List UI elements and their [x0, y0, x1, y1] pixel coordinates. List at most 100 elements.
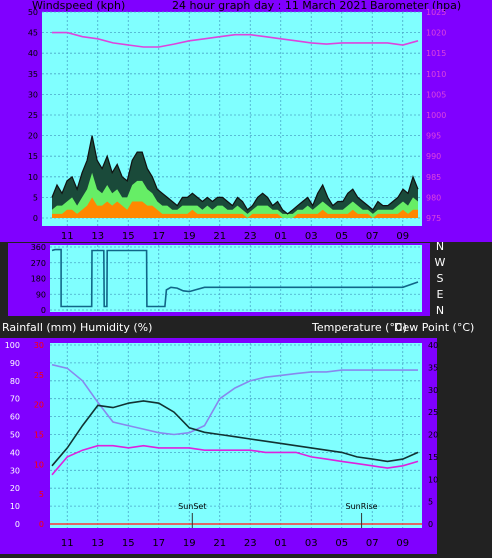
- temp-plot-area: [50, 343, 422, 528]
- barometer-tick-label: 1025: [426, 8, 446, 17]
- direction-tick-label: 360: [31, 243, 46, 252]
- windspeed-tick-label: 35: [28, 70, 38, 79]
- temp-time-axis: 11 13 15 17 19 21 23 01 03 05 07 09: [61, 538, 409, 549]
- temperature-tick-label: 35: [428, 363, 438, 372]
- sunset-label: SunSet: [178, 502, 206, 511]
- barometer-tick-label: 1015: [426, 49, 446, 58]
- barometer-tick-label: 995: [426, 132, 441, 141]
- humidity-tick-label: 0: [15, 520, 20, 529]
- time-tick-label: 03: [305, 538, 318, 549]
- windspeed-tick-label: 10: [28, 173, 38, 182]
- windspeed-tick-label: 25: [28, 111, 38, 120]
- humidity-tick-label: 80: [10, 377, 20, 386]
- temperature-tick-label: 40: [428, 341, 438, 350]
- time-tick-label: 07: [366, 231, 379, 242]
- temperature-line: [51, 400, 419, 467]
- humidity-axis-title: Humidity (%): [80, 321, 152, 334]
- compass-w-label: W: [435, 256, 446, 269]
- barometer-tick-label: 1010: [426, 70, 446, 79]
- time-tick-label: 05: [335, 538, 348, 549]
- humidity-tick-label: 40: [10, 448, 20, 457]
- rainfall-tick-label: 15: [34, 431, 44, 440]
- temperature-tick-label: 15: [428, 453, 438, 462]
- windspeed-tick-label: 50: [28, 8, 38, 17]
- temp-plot-series: [50, 363, 422, 525]
- temperature-tick-label: 5: [428, 498, 433, 507]
- sunrise-label: SunRise: [346, 502, 378, 511]
- lower-panel-titles: Rainfall (mm) Humidity (%) Temperature (…: [0, 316, 492, 338]
- time-tick-label: 21: [213, 538, 226, 549]
- humidity-line: [51, 363, 418, 436]
- barometer-line: [52, 31, 419, 48]
- rainfall-tick-label: 25: [34, 371, 44, 380]
- time-tick-label: 15: [122, 231, 135, 242]
- rainfall-tick-label: 10: [34, 460, 44, 469]
- temperature-tick-label: 30: [428, 386, 438, 395]
- time-tick-label: 21: [213, 231, 226, 242]
- barometer-tick-label: 1005: [426, 90, 446, 99]
- windspeed-tick-label: 45: [28, 29, 38, 38]
- barometer-tick-label: 975: [426, 214, 441, 223]
- direction-plot-grid: [50, 245, 422, 312]
- barometer-tick-label: 980: [426, 193, 441, 202]
- wind-gust-line: [51, 135, 419, 215]
- time-tick-label: 13: [91, 538, 104, 549]
- humidity-tick-label: 90: [10, 359, 20, 368]
- temperature-axis: 0 5 10 15 20 25 30 35 40: [428, 341, 438, 529]
- time-tick-label: 17: [152, 231, 165, 242]
- compass-n-label: N: [436, 304, 444, 317]
- barometer-tick-label: 985: [426, 173, 441, 182]
- rainfall-tick-label: 30: [34, 341, 44, 350]
- temp-panel-gutter: [437, 338, 492, 554]
- temperature-tick-label: 20: [428, 431, 438, 440]
- time-tick-label: 11: [61, 231, 74, 242]
- windspeed-tick-label: 20: [28, 132, 38, 141]
- humidity-tick-label: 20: [10, 484, 20, 493]
- rainfall-axis: 0 5 10 15 20 25 30: [34, 341, 44, 529]
- wind-plot-series: [51, 31, 419, 218]
- direction-axis: 0 90 180 270 360: [31, 243, 46, 315]
- time-tick-label: 19: [183, 538, 196, 549]
- time-tick-label: 01: [274, 231, 287, 242]
- wind-time-axis: 11 13 15 17 19 21 23 01 03 05 07 09: [61, 231, 409, 242]
- time-tick-label: 11: [61, 538, 74, 549]
- time-tick-label: 23: [244, 538, 257, 549]
- time-tick-label: 13: [91, 231, 104, 242]
- humidity-axis: 0 10 20 30 40 50 60 70 80 90 100: [5, 341, 20, 529]
- time-tick-label: 17: [152, 538, 165, 549]
- time-tick-label: 05: [335, 231, 348, 242]
- windspeed-tick-label: 30: [28, 90, 38, 99]
- direction-tick-label: 270: [31, 259, 46, 268]
- dewpoint-line: [51, 444, 419, 476]
- rainfall-axis-title: Rainfall (mm): [2, 321, 76, 334]
- time-tick-label: 07: [366, 538, 379, 549]
- direction-plot-series: [51, 248, 419, 308]
- graph-day-title: 24 hour graph day : 11 March 2021: [172, 0, 367, 12]
- barometer-axis-title: Barometer (hpa): [370, 0, 461, 12]
- time-tick-label: 19: [183, 231, 196, 242]
- humidity-tick-label: 60: [10, 413, 20, 422]
- wind-direction-line: [51, 248, 419, 308]
- rainfall-tick-label: 5: [39, 490, 44, 499]
- temperature-tick-label: 0: [428, 520, 433, 529]
- compass-s-label: S: [437, 272, 444, 285]
- direction-tick-label: 180: [31, 275, 46, 284]
- time-tick-label: 09: [396, 231, 409, 242]
- wind-low-area: [52, 197, 418, 218]
- time-tick-label: 09: [396, 538, 409, 549]
- humidity-tick-label: 50: [10, 431, 20, 440]
- windspeed-axis-title: Windspeed (kph): [32, 0, 125, 12]
- windspeed-tick-label: 40: [28, 49, 38, 58]
- compass-e-label: E: [437, 288, 444, 301]
- dewpoint-axis-title: Dew Point (°C): [394, 321, 474, 334]
- temperature-tick-label: 25: [428, 408, 438, 417]
- compass-n-label: N: [436, 240, 444, 253]
- rainfall-tick-label: 20: [34, 401, 44, 410]
- barometer-axis: 975 980 985 990 995 1000 1005 1010 1015 1020 1025: [426, 8, 446, 223]
- temp-plot-grid: [50, 343, 422, 528]
